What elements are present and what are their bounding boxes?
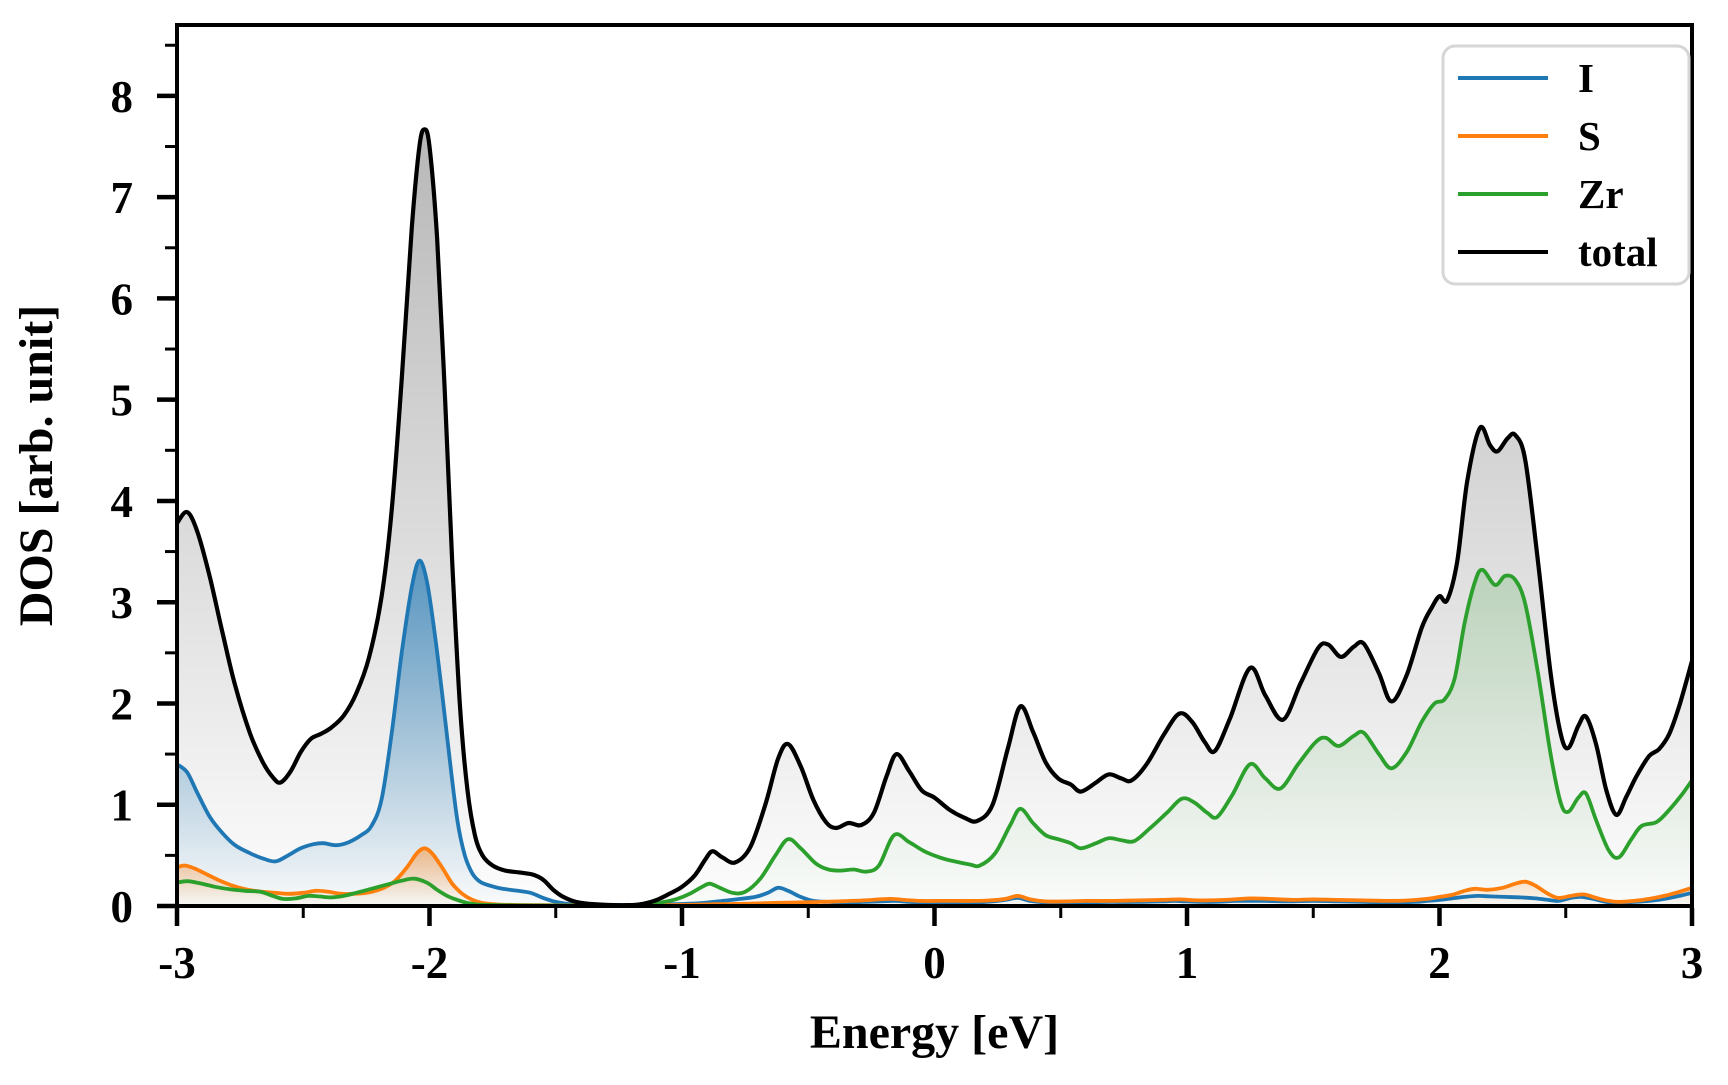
x-tick-label: 3	[1681, 938, 1704, 988]
legend-box	[1441, 44, 1691, 286]
legend-label-total: total	[1578, 229, 1658, 275]
x-tick-label: 1	[1176, 938, 1199, 988]
legend-label-S: S	[1578, 113, 1601, 159]
y-tick-label: 4	[111, 477, 134, 527]
plot-area	[177, 127, 1692, 906]
series-line-total	[177, 127, 1692, 906]
series-line-S	[177, 846, 1692, 906]
series-fill-total	[177, 129, 1692, 906]
legend-label-I: I	[1578, 55, 1594, 101]
legend-label-Zr: Zr	[1578, 171, 1624, 217]
x-tick-label: -1	[663, 938, 701, 988]
series-line-Zr	[177, 567, 1692, 906]
y-tick-label: 2	[111, 679, 134, 729]
y-tick-label: 0	[111, 882, 134, 932]
y-axis-label: DOS [arb. unit]	[10, 305, 63, 626]
y-tick-label: 7	[111, 173, 134, 223]
y-tick-label: 1	[111, 781, 134, 831]
x-axis-label: Energy [eV]	[810, 1006, 1059, 1059]
x-tick-label: -3	[158, 938, 196, 988]
y-tick-label: 6	[111, 274, 134, 324]
plot-frame	[175, 23, 1694, 908]
axis-ticks	[157, 43, 1695, 926]
series-fill-Zr	[177, 569, 1692, 906]
x-tick-label: 0	[923, 938, 946, 988]
x-tick-label: 2	[1428, 938, 1451, 988]
y-tick-label: 5	[111, 376, 134, 426]
x-tick-label: -2	[411, 938, 449, 988]
y-tick-label: 8	[111, 72, 134, 122]
legend: IS Zr total	[1441, 44, 1691, 286]
series-fill-I	[177, 560, 1692, 906]
y-tick-label: 3	[111, 578, 134, 628]
